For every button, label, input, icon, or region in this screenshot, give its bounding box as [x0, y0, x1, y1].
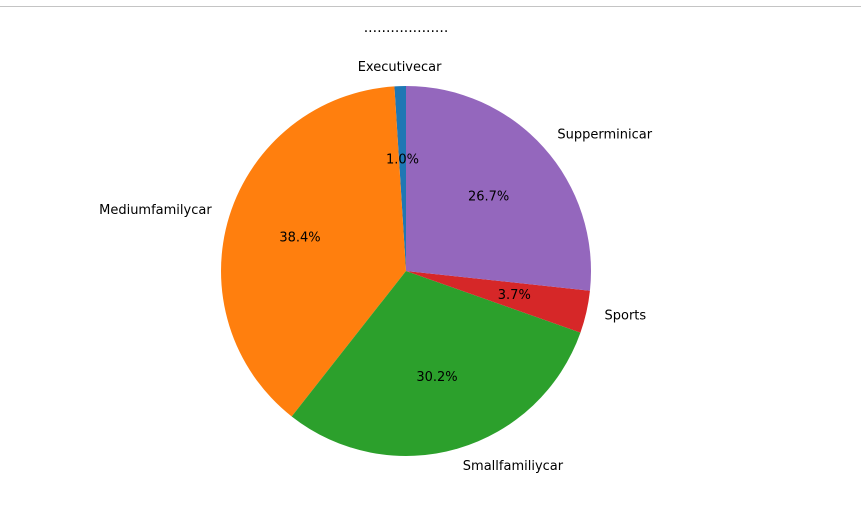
- slice-label-supperminicar: Supperminicar: [557, 128, 652, 143]
- slice-percent-executivecar: 1.0%: [386, 153, 419, 168]
- slice-percent-sports: 3.7%: [498, 288, 531, 303]
- pie-slice-executivecar: [394, 86, 406, 271]
- pie-slice-supperminicar: [406, 85, 592, 291]
- pie-slice-mediumfamilycar: [221, 86, 406, 417]
- slice-label-sports: Sports: [605, 309, 647, 324]
- slice-percent-smallfamiliycar: 30.2%: [416, 370, 457, 385]
- slice-label-smallfamiliycar: Smallfamiliycar: [463, 459, 564, 474]
- chart-title: ...................: [364, 20, 449, 36]
- top-divider: [0, 6, 861, 7]
- slice-percent-labels: 1.0% 38.4% 30.2% 3.7% 26.7%: [279, 153, 530, 386]
- pie-slice-sports: [406, 271, 590, 333]
- slice-label-executivecar: Executivecar: [358, 60, 442, 75]
- slice-labels: Executivecar Mediumfamilycar Smallfamiliyc…: [99, 60, 653, 474]
- slice-label-mediumfamilycar: Mediumfamilycar: [99, 203, 212, 218]
- slice-percent-supperminicar: 26.7%: [468, 189, 509, 204]
- pie-slice-smallfamiliycar: [291, 271, 581, 456]
- slice-percent-mediumfamilycar: 38.4%: [279, 231, 320, 246]
- pie-slices: [221, 85, 592, 456]
